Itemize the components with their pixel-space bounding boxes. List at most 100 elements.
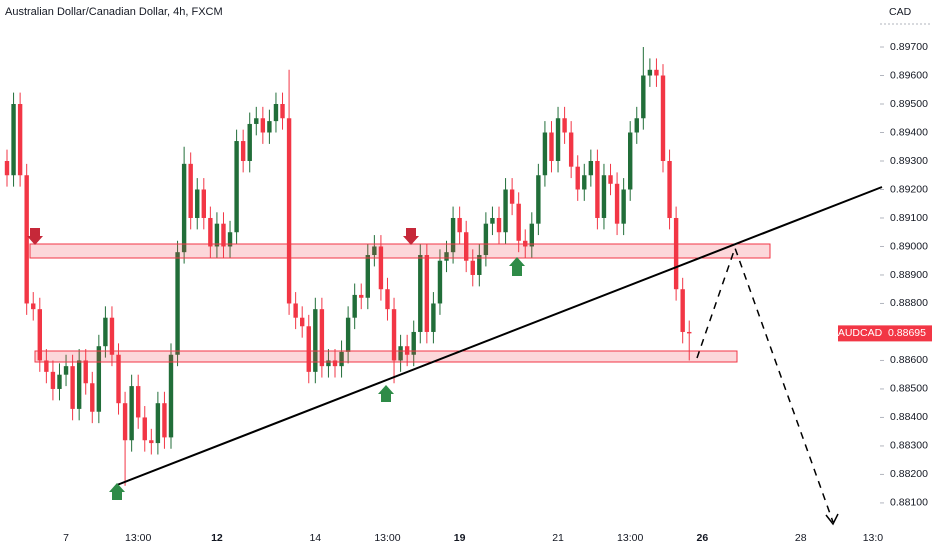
candle-body xyxy=(437,260,443,304)
candle-body xyxy=(404,346,410,355)
candle-body xyxy=(424,255,430,332)
y-tick-label: 0.89100 xyxy=(890,212,928,224)
candle-body xyxy=(136,386,141,418)
candle-body xyxy=(122,403,128,441)
candle-body xyxy=(168,354,174,438)
candle-body xyxy=(4,160,10,176)
x-tick-label: 13:0 xyxy=(863,532,884,544)
candle-body xyxy=(378,246,384,290)
candle-body xyxy=(76,360,82,409)
x-tick-label: 26 xyxy=(697,532,709,544)
candle-body xyxy=(214,223,220,247)
candle-body xyxy=(181,163,187,253)
candle-body xyxy=(83,360,88,384)
candle-body xyxy=(300,317,305,327)
support-zone xyxy=(34,350,738,363)
candle-body xyxy=(142,417,147,441)
candle-body xyxy=(555,118,561,161)
candle-body xyxy=(411,331,416,355)
resistance-zone xyxy=(29,243,771,259)
candle-body xyxy=(254,118,259,124)
candle-body xyxy=(24,175,29,304)
candle-body xyxy=(116,354,121,404)
candle-body xyxy=(227,232,233,247)
trend-line xyxy=(116,186,883,486)
candle-body xyxy=(129,386,134,441)
x-tick-label: 14 xyxy=(309,532,321,544)
y-tick-label: 0.88100 xyxy=(890,497,928,509)
candle-body xyxy=(509,189,515,204)
candle-body xyxy=(549,132,554,161)
candle-body xyxy=(313,309,318,372)
candle-body xyxy=(240,141,246,161)
price-tag-symbol-text: AUDCAD xyxy=(838,327,883,339)
candle-body xyxy=(601,175,607,218)
candle-body xyxy=(57,374,62,389)
candle-body xyxy=(680,289,685,332)
candle-body xyxy=(280,104,285,119)
y-axis-label: CAD xyxy=(889,6,912,18)
candle-body xyxy=(385,289,390,310)
candle-body xyxy=(391,309,397,361)
y-tick-label: 0.89300 xyxy=(890,155,928,167)
candle-body xyxy=(418,255,423,332)
candle-body xyxy=(647,69,653,76)
candle-body xyxy=(431,303,436,332)
candle-body xyxy=(450,217,456,253)
chart-title: Australian Dollar/Canadian Dollar, 4h, F… xyxy=(5,6,223,18)
candle-body xyxy=(175,252,180,355)
candle-body xyxy=(11,104,16,176)
y-tick-label: 0.89400 xyxy=(890,126,928,138)
candle-body xyxy=(529,223,534,247)
candle-body xyxy=(306,326,311,372)
candle-body xyxy=(70,366,75,409)
candle-body xyxy=(621,189,626,224)
candle-body xyxy=(247,123,252,161)
y-tick-label: 0.88200 xyxy=(890,468,928,480)
x-tick-label: 19 xyxy=(454,532,466,544)
candle-body xyxy=(286,118,292,304)
candle-body xyxy=(345,317,351,352)
candle-body xyxy=(359,294,364,298)
candle-body xyxy=(575,166,580,190)
y-tick-label: 0.89500 xyxy=(890,98,928,110)
y-tick-label: 0.88300 xyxy=(890,440,928,452)
candle-body xyxy=(608,175,613,184)
projection-arrowhead xyxy=(825,513,839,526)
candle-body xyxy=(90,383,95,412)
y-tick-label: 0.89000 xyxy=(890,240,928,252)
y-tick-label: 0.89600 xyxy=(890,69,928,81)
candle-body xyxy=(496,217,502,233)
x-tick-label: 13:00 xyxy=(617,532,643,544)
candle-body xyxy=(634,118,639,133)
y-tick-label: 0.88500 xyxy=(890,383,928,395)
candle-body xyxy=(293,303,298,318)
candle-body xyxy=(562,118,567,133)
up-arrow xyxy=(378,385,394,402)
candle-body xyxy=(470,260,475,275)
candle-body xyxy=(208,217,213,247)
candle-body xyxy=(319,309,325,367)
up-arrow xyxy=(109,483,125,500)
plot-area xyxy=(4,46,884,504)
x-tick-label: 28 xyxy=(795,532,807,544)
candle-body xyxy=(17,104,23,176)
x-tick-label: 21 xyxy=(552,532,564,544)
y-tick-label: 0.89700 xyxy=(890,41,928,53)
candle-body xyxy=(365,255,370,298)
candle-body xyxy=(457,217,462,233)
candle-body xyxy=(595,160,600,218)
candle-body xyxy=(195,189,200,218)
x-tick-label: 13:00 xyxy=(125,532,151,544)
candle-body xyxy=(326,360,331,367)
candle-body xyxy=(149,440,154,444)
candle-body xyxy=(155,403,161,444)
x-tick-label: 12 xyxy=(211,532,223,544)
candle-body xyxy=(503,189,508,233)
candle-body xyxy=(332,360,338,367)
candle-body xyxy=(464,232,469,261)
up-arrow xyxy=(509,257,525,276)
candle-body xyxy=(273,104,279,122)
